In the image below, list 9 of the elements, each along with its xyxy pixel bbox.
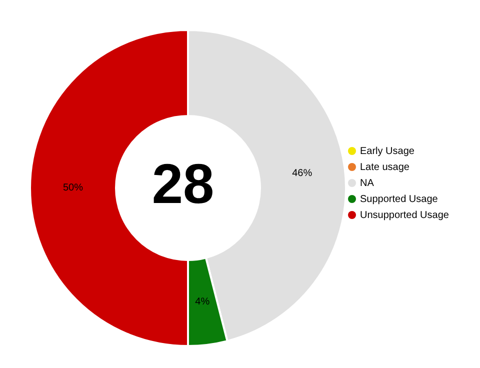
legend-label: NA (360, 178, 374, 189)
legend-label: Early Usage (360, 146, 414, 157)
legend-label: Unsupported Usage (360, 210, 449, 221)
data-label: 4% (195, 296, 210, 308)
legend-label: Late usage (360, 162, 410, 173)
data-label: 46% (292, 168, 312, 180)
text: 28 (150, 150, 216, 216)
data-label: 50% (62, 182, 84, 194)
legend-label: Supported Usage (360, 194, 438, 205)
